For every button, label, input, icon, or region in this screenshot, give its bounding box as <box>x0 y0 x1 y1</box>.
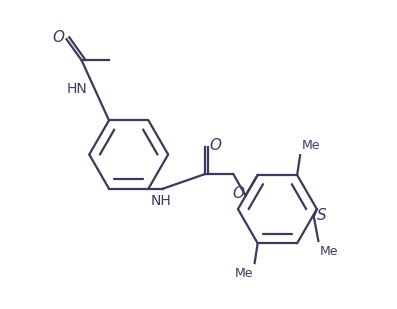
Text: O: O <box>52 30 64 45</box>
Text: Me: Me <box>302 139 320 152</box>
Text: O: O <box>209 138 221 153</box>
Text: HN: HN <box>67 82 88 96</box>
Text: NH: NH <box>151 194 172 208</box>
Text: S: S <box>317 208 326 223</box>
Text: Me: Me <box>235 267 253 280</box>
Text: Me: Me <box>320 245 338 258</box>
Text: O: O <box>232 185 244 201</box>
